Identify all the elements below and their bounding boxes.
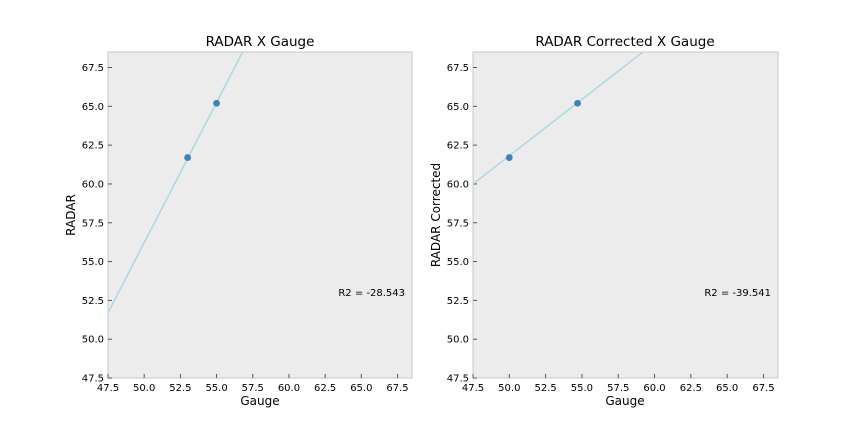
data-point bbox=[574, 99, 581, 107]
y-axis-label-2: RADAR Corrected bbox=[429, 163, 443, 267]
x-tick-label: 50.0 bbox=[133, 383, 155, 394]
x-axis-label-2: Gauge bbox=[605, 394, 644, 408]
y-tick-label: 47.5 bbox=[447, 374, 469, 385]
x-tick-label: 60.0 bbox=[643, 383, 665, 394]
ticks-2: 47.5 50.0 52.5 55.0 57.5 60.0 62.5 65.0 67.5 47.5… bbox=[447, 63, 775, 394]
y-tick-label: 62.5 bbox=[82, 141, 104, 152]
chart-title-2: RADAR Corrected X Gauge bbox=[535, 34, 714, 50]
y-tick-label: 62.5 bbox=[447, 141, 469, 152]
marks-2 bbox=[472, 51, 644, 185]
plot-area-1 bbox=[107, 51, 413, 379]
y-tick-label: 52.5 bbox=[82, 296, 104, 307]
x-tick-label: 47.5 bbox=[462, 383, 484, 394]
y-tick-label: 57.5 bbox=[82, 218, 104, 229]
y-tick-label: 60.0 bbox=[82, 179, 104, 190]
y-tick-label: 55.0 bbox=[447, 257, 469, 268]
x-tick-label: 65.0 bbox=[716, 383, 738, 394]
y-axis-label-1: RADAR bbox=[64, 194, 78, 236]
fit-line bbox=[472, 51, 644, 185]
x-tick-label: 57.5 bbox=[242, 383, 264, 394]
data-point bbox=[505, 154, 513, 161]
x-tick-label: 52.5 bbox=[169, 383, 191, 394]
y-tick-label: 67.5 bbox=[82, 63, 104, 74]
y-tick-label: 57.5 bbox=[447, 218, 469, 229]
x-tick-label: 52.5 bbox=[534, 383, 556, 394]
chart-2: RADAR Corrected X Gauge Gauge RADAR Corr… bbox=[429, 34, 779, 408]
x-tick-label: 55.0 bbox=[571, 383, 593, 394]
x-tick-label: 57.5 bbox=[607, 383, 629, 394]
y-tick-label: 55.0 bbox=[82, 257, 104, 268]
x-tick-label: 62.5 bbox=[680, 383, 702, 394]
data-point bbox=[184, 154, 192, 161]
ticks-1: 47.5 50.0 52.5 55.0 57.5 60.0 62.5 65.0 67.5 47.5… bbox=[82, 63, 409, 394]
x-axis-label-1: Gauge bbox=[240, 394, 279, 408]
x-tick-label: 60.0 bbox=[278, 383, 300, 394]
x-tick-label: 55.0 bbox=[205, 383, 227, 394]
chart-1: RADAR X Gauge Gauge RADAR R2 = -28.543 4… bbox=[64, 34, 413, 408]
y-tick-label: 47.5 bbox=[82, 374, 104, 385]
y-tick-label: 65.0 bbox=[82, 102, 104, 113]
y-tick-label: 65.0 bbox=[447, 102, 469, 113]
y-tick-label: 50.0 bbox=[447, 335, 469, 346]
x-tick-label: 50.0 bbox=[498, 383, 520, 394]
x-tick-label: 47.5 bbox=[97, 383, 119, 394]
marks-1 bbox=[107, 51, 244, 314]
plot-area-2 bbox=[472, 51, 779, 379]
x-tick-label: 62.5 bbox=[314, 383, 336, 394]
x-tick-label: 65.0 bbox=[350, 383, 372, 394]
y-tick-label: 67.5 bbox=[447, 63, 469, 74]
r2-annotation-2: R2 = -39.541 bbox=[704, 288, 771, 299]
y-tick-label: 52.5 bbox=[447, 296, 469, 307]
chart-title-1: RADAR X Gauge bbox=[206, 34, 315, 50]
fit-line bbox=[107, 51, 244, 314]
y-tick-label: 50.0 bbox=[82, 335, 104, 346]
x-tick-label: 67.5 bbox=[752, 383, 774, 394]
data-point bbox=[213, 99, 220, 107]
r2-annotation-1: R2 = -28.543 bbox=[338, 288, 405, 299]
x-tick-label: 67.5 bbox=[386, 383, 408, 394]
y-tick-label: 60.0 bbox=[447, 179, 469, 190]
